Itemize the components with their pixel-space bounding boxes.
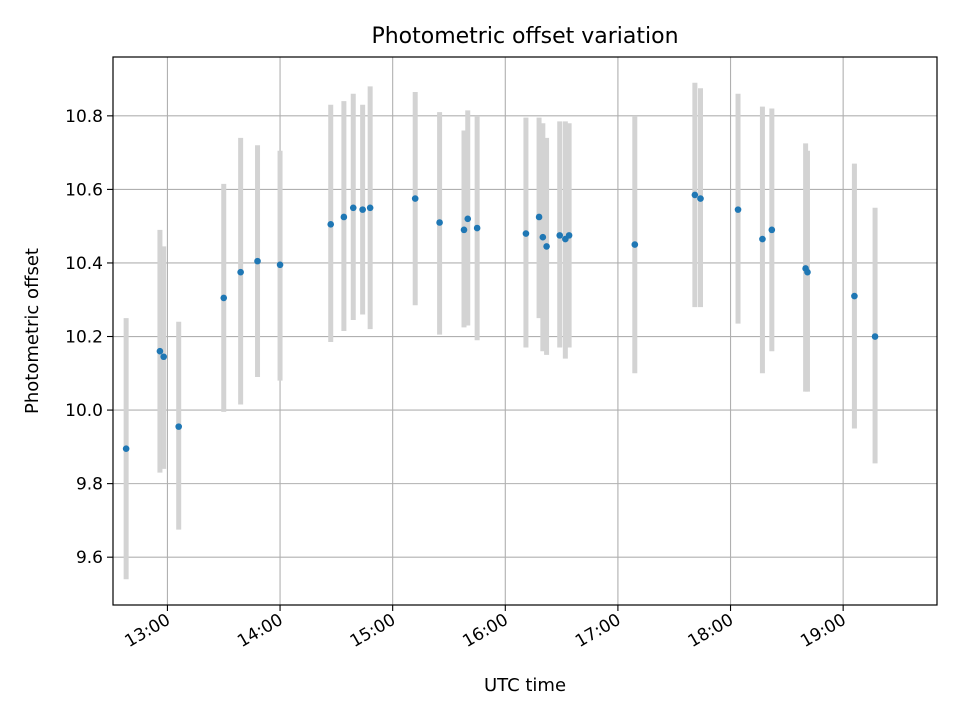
- y-tick-label: 10.0: [65, 401, 103, 421]
- x-tick-label: 15:00: [347, 610, 399, 652]
- data-point: [366, 204, 374, 212]
- data-point: [237, 268, 244, 276]
- data-point: [175, 423, 182, 430]
- data-point: [768, 226, 776, 234]
- data-point: [556, 232, 564, 239]
- data-point: [631, 241, 639, 248]
- x-axis-label: UTC time: [484, 675, 566, 696]
- data-point: [254, 257, 261, 265]
- y-tick-label: 10.6: [65, 180, 103, 200]
- x-tick-label: 18:00: [685, 610, 737, 652]
- data-point: [759, 235, 766, 243]
- y-tick-label: 10.4: [65, 254, 103, 274]
- data-point: [160, 353, 167, 361]
- x-tick-label: 14:00: [234, 610, 286, 652]
- data-point: [220, 294, 228, 302]
- data-point: [697, 195, 704, 202]
- y-tick-label: 10.2: [65, 328, 103, 348]
- x-axis-ticks: 13:00 14:00 15:00 16:00 17:00 18:00 19:00: [121, 605, 850, 652]
- data-point: [156, 347, 164, 355]
- x-tick-label: 16:00: [459, 610, 511, 652]
- data-point: [349, 204, 357, 212]
- data-point: [851, 292, 858, 300]
- data-point: [804, 268, 811, 276]
- plot-frame: [112, 56, 938, 606]
- data-point: [522, 230, 530, 237]
- chart-title: Photometric offset variation: [371, 24, 678, 49]
- y-tick-label: 9.8: [76, 475, 103, 495]
- data-point: [276, 261, 284, 269]
- x-tick-label: 13:00: [121, 610, 173, 652]
- data-point: [734, 206, 742, 213]
- y-axis-label: Photometric offset: [22, 248, 43, 414]
- data-point: [543, 243, 550, 250]
- data-point: [871, 333, 879, 340]
- data-point: [359, 206, 366, 213]
- data-point: [411, 195, 419, 202]
- data-point: [436, 219, 443, 226]
- data-point: [460, 226, 468, 234]
- data-point: [473, 224, 481, 232]
- data-point: [565, 232, 573, 239]
- data-point: [122, 445, 130, 452]
- data-point: [539, 233, 547, 241]
- data-point: [535, 213, 543, 221]
- data-point: [464, 215, 472, 223]
- data-point: [340, 213, 348, 221]
- y-axis-ticks: 9.6 9.8 10.0 10.2 10.4 10.6 10.8: [65, 107, 113, 568]
- x-tick-label: 19:00: [797, 610, 849, 652]
- y-tick-label: 9.6: [76, 548, 103, 568]
- error-bars: [123, 82, 878, 580]
- x-tick-label: 17:00: [572, 610, 624, 652]
- data-point: [691, 191, 699, 199]
- data-points: [122, 191, 879, 452]
- data-point: [327, 221, 335, 228]
- y-tick-label: 10.8: [65, 107, 103, 127]
